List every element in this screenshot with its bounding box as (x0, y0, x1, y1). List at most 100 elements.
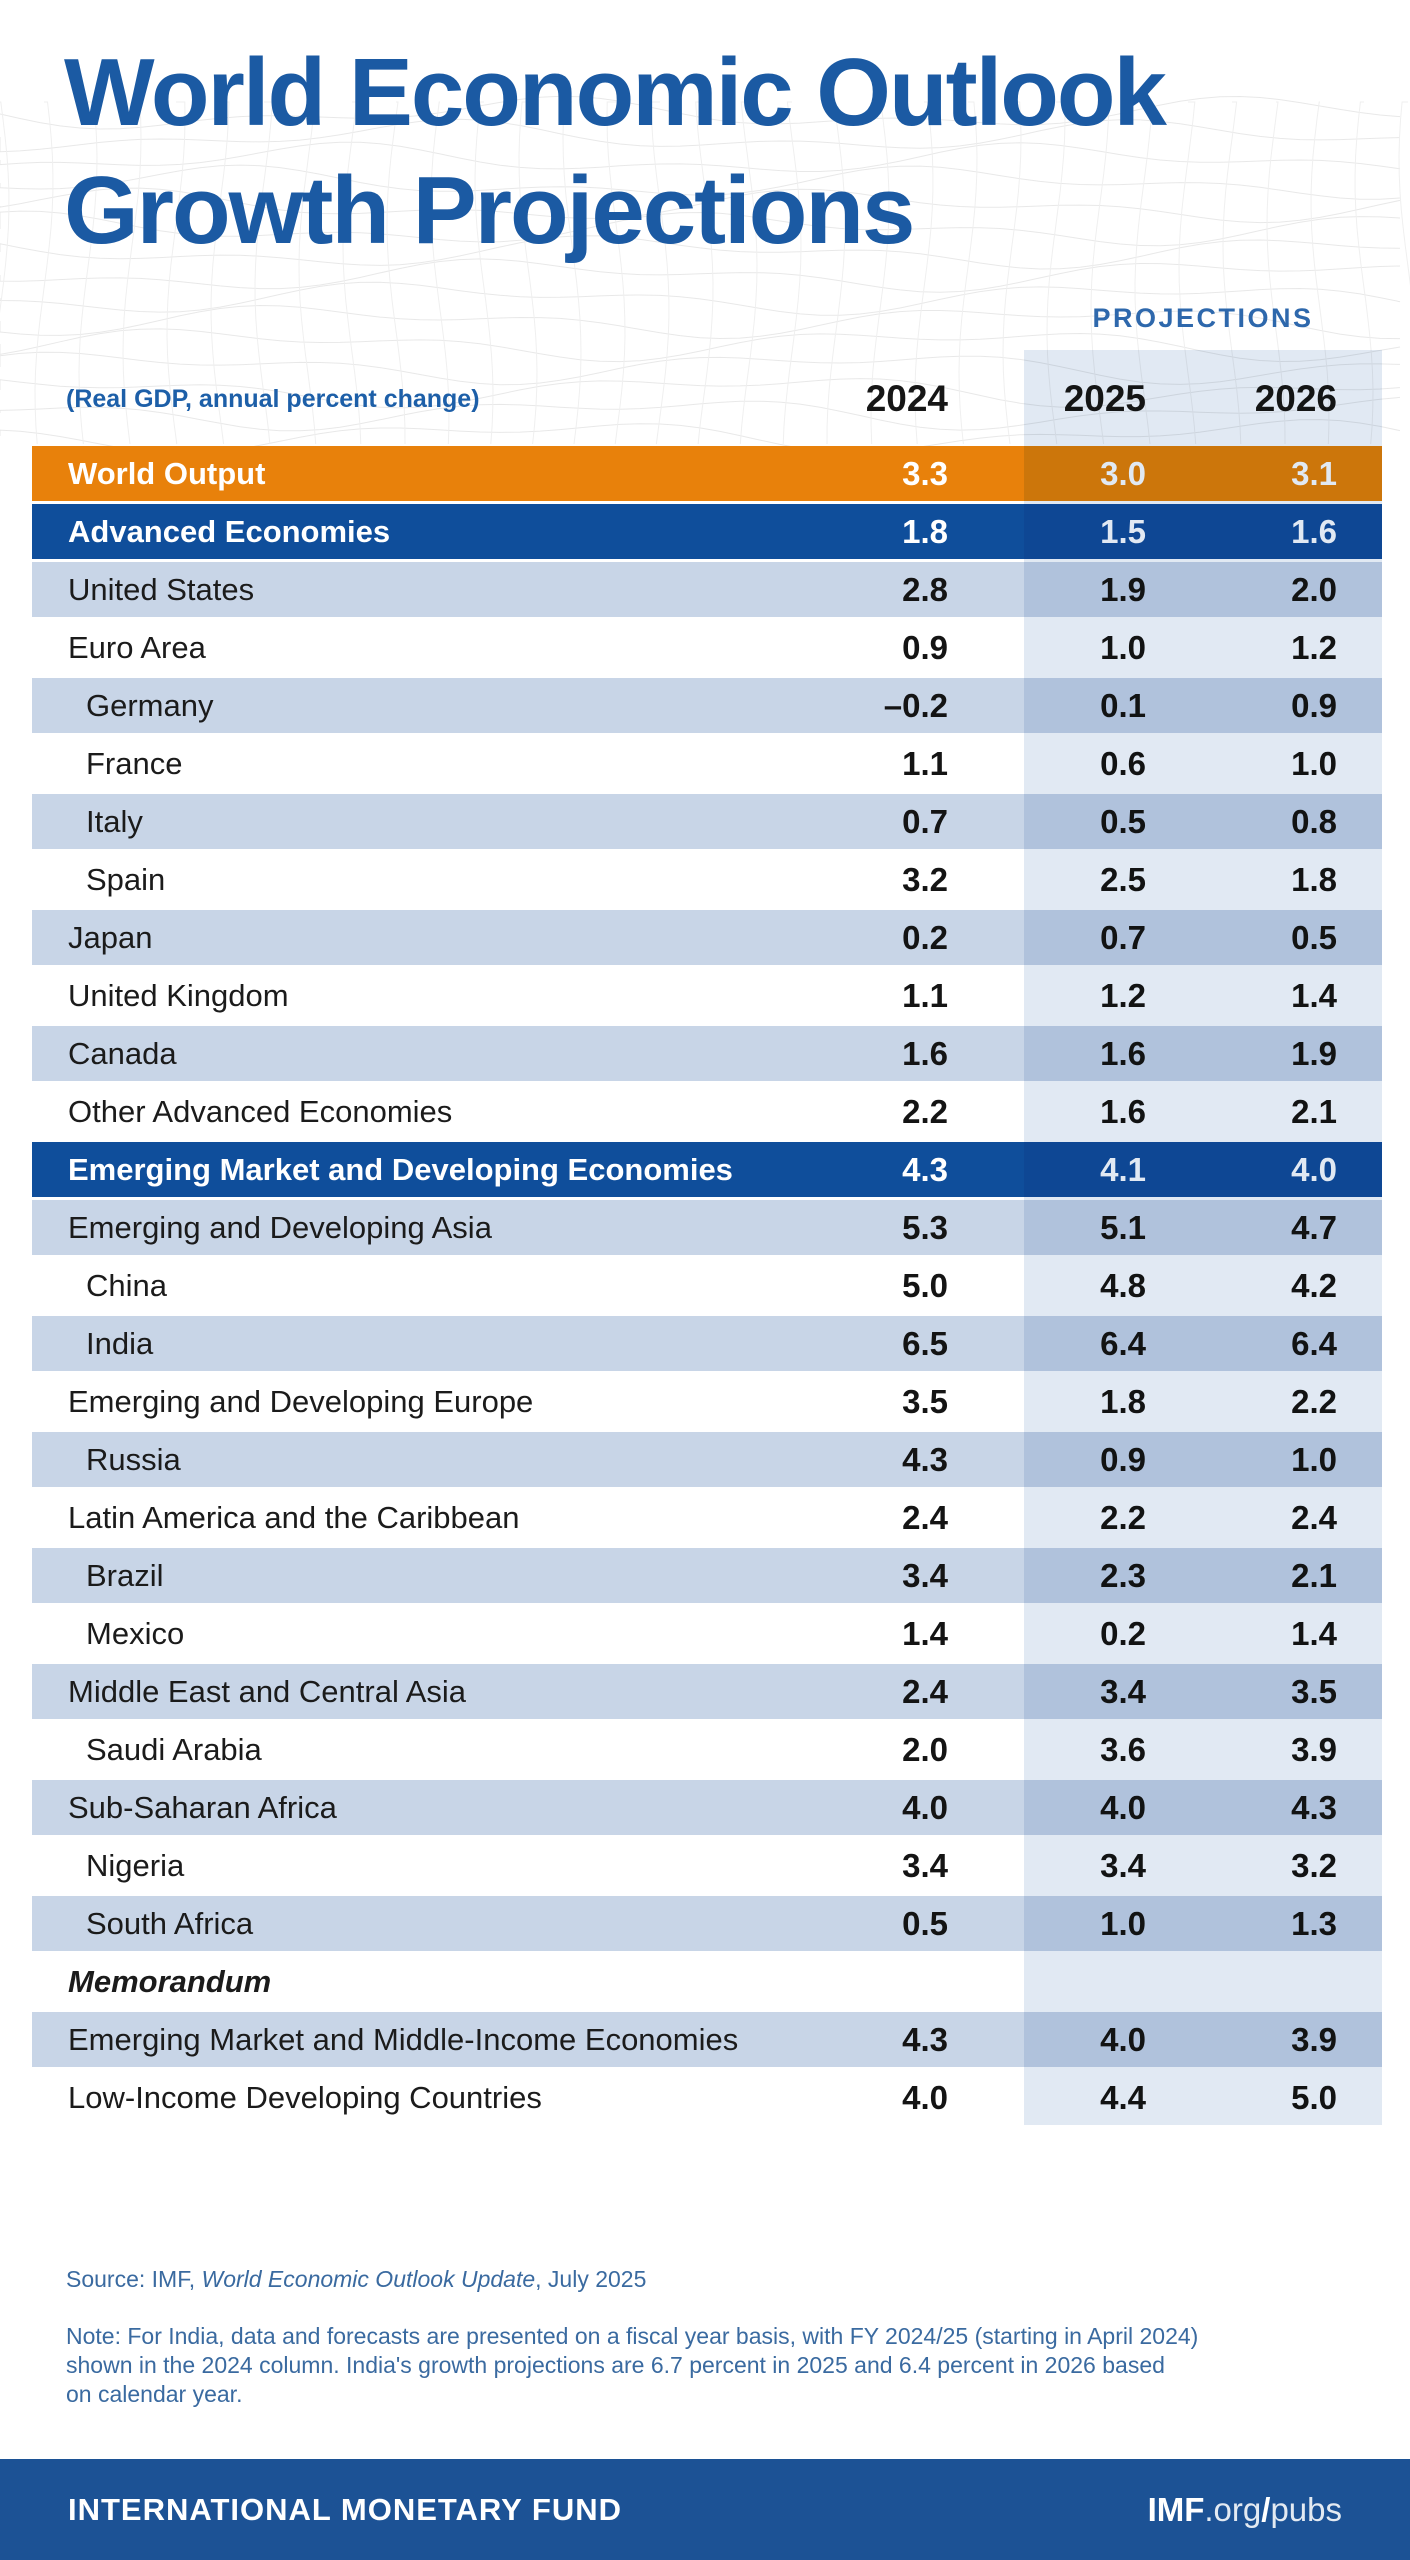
table-row-emerging-market-and-developing-economies: Emerging Market and Developing Economies… (32, 1142, 1382, 1197)
growth-table: World Output 3.3 3.0 3.1 Advanced Econom… (32, 446, 1382, 2128)
table-row-india: India 6.5 6.4 6.4 (32, 1316, 1382, 1371)
footer-url-slash: / (1261, 2490, 1271, 2528)
value-2026: 4.3 (1291, 1788, 1337, 1826)
row-label: Brazil (86, 1557, 164, 1593)
source-suffix: , July 2025 (535, 2266, 647, 2292)
row-label: France (86, 745, 183, 781)
value-2026: 3.2 (1291, 1846, 1337, 1884)
table-row-advanced-economies: Advanced Economies 1.8 1.5 1.6 (32, 504, 1382, 559)
value-2026: 1.0 (1291, 744, 1337, 782)
value-2026: 1.3 (1291, 1904, 1337, 1942)
value-2025: 3.4 (1100, 1846, 1146, 1884)
page-title: World Economic Outlook Growth Projection… (64, 34, 1167, 270)
value-2025: 0.6 (1100, 744, 1146, 782)
value-2025: 1.0 (1100, 628, 1146, 666)
value-2026: 2.1 (1291, 1556, 1337, 1594)
footer-url-org: .org (1204, 2490, 1262, 2528)
value-2026: 3.5 (1291, 1672, 1337, 1710)
value-2024: 4.3 (902, 1150, 948, 1188)
table-row-japan: Japan 0.2 0.7 0.5 (32, 910, 1382, 965)
note-line-1: Note: For India, data and forecasts are … (66, 2323, 1199, 2349)
source-line: Source: IMF, World Economic Outlook Upda… (66, 2266, 646, 2293)
value-2026: 1.9 (1291, 1034, 1337, 1072)
value-2025: 0.7 (1100, 918, 1146, 956)
value-2024: 0.7 (902, 802, 948, 840)
value-2026: 1.0 (1291, 1440, 1337, 1478)
column-header-2024: 2024 (865, 378, 948, 419)
value-2026: 0.8 (1291, 802, 1337, 840)
projections-label: PROJECTIONS (1092, 303, 1314, 333)
value-2026: 6.4 (1291, 1324, 1337, 1362)
table-row-nigeria: Nigeria 3.4 3.4 3.2 (32, 1838, 1382, 1893)
table-row-emerging-and-developing-asia: Emerging and Developing Asia 5.3 5.1 4.7 (32, 1200, 1382, 1255)
row-label: Middle East and Central Asia (68, 1673, 467, 1709)
row-label: Other Advanced Economies (68, 1093, 453, 1129)
row-label: Sub-Saharan Africa (68, 1789, 337, 1825)
footer-bar: INTERNATIONAL MONETARY FUND IMF.org/pubs (0, 2459, 1410, 2560)
table-row-other-advanced-economies: Other Advanced Economies 2.2 1.6 2.1 (32, 1084, 1382, 1139)
table-row-spain: Spain 3.2 2.5 1.8 (32, 852, 1382, 907)
table-row-china: China 5.0 4.8 4.2 (32, 1258, 1382, 1313)
value-2024: 1.8 (902, 512, 948, 550)
value-2024: 2.2 (902, 1092, 948, 1130)
row-label: Emerging and Developing Europe (68, 1383, 534, 1419)
row-label: Canada (68, 1035, 177, 1071)
value-2026: 1.2 (1291, 628, 1337, 666)
value-2025: 4.8 (1100, 1266, 1146, 1304)
table-row-low-income-developing-countries: Low-Income Developing Countries 4.0 4.4 … (32, 2070, 1382, 2125)
value-2025: 1.5 (1100, 512, 1146, 550)
value-2024: 3.4 (902, 1556, 948, 1594)
table-row-south-africa: South Africa 0.5 1.0 1.3 (32, 1896, 1382, 1951)
row-label: Emerging Market and Middle-Income Econom… (68, 2021, 739, 2057)
value-2025: 3.6 (1100, 1730, 1146, 1768)
value-2025: 1.9 (1100, 570, 1146, 608)
row-label: Euro Area (68, 629, 206, 665)
table-row-memorandum: Memorandum (32, 1954, 1382, 2009)
row-label: South Africa (86, 1905, 254, 1941)
value-2026: 3.9 (1291, 2020, 1337, 2058)
note-line-2: shown in the 2024 column. India's growth… (66, 2352, 1165, 2378)
value-2026: 4.0 (1291, 1150, 1337, 1188)
row-label: China (86, 1267, 167, 1303)
value-2025: 4.0 (1100, 1788, 1146, 1826)
value-2024: 1.1 (902, 744, 948, 782)
row-label: United Kingdom (68, 977, 289, 1013)
page-title-line1: World Economic Outlook (64, 39, 1167, 146)
value-2024: –0.2 (883, 686, 948, 724)
value-2025: 0.9 (1100, 1440, 1146, 1478)
value-2024: 3.4 (902, 1846, 948, 1884)
value-2025: 6.4 (1100, 1324, 1146, 1362)
table-row-canada: Canada 1.6 1.6 1.9 (32, 1026, 1382, 1081)
value-2025: 4.1 (1100, 1150, 1146, 1188)
value-2024: 4.3 (902, 1440, 948, 1478)
value-2026: 3.9 (1291, 1730, 1337, 1768)
value-2025: 2.2 (1100, 1498, 1146, 1536)
table-row-sub-saharan-africa: Sub-Saharan Africa 4.0 4.0 4.3 (32, 1780, 1382, 1835)
value-2026: 1.8 (1291, 860, 1337, 898)
column-header-2025: 2025 (1063, 378, 1146, 419)
table-row-russia: Russia 4.3 0.9 1.0 (32, 1432, 1382, 1487)
row-label: Russia (86, 1441, 181, 1477)
value-2026: 1.6 (1291, 512, 1337, 550)
footer-imf-url: IMF.org/pubs (1148, 2491, 1342, 2529)
value-2024: 1.1 (902, 976, 948, 1014)
value-2026: 4.7 (1291, 1208, 1337, 1246)
note-block: Note: For India, data and forecasts are … (66, 2322, 1376, 2409)
value-2024: 2.0 (902, 1730, 948, 1768)
value-2024: 2.4 (902, 1498, 948, 1536)
value-2024: 6.5 (902, 1324, 948, 1362)
unit-subtitle: (Real GDP, annual percent change) (66, 385, 480, 413)
row-label: United States (68, 571, 255, 607)
row-label: Nigeria (86, 1847, 185, 1883)
table-row-latin-america-and-the-caribbean: Latin America and the Caribbean 2.4 2.2 … (32, 1490, 1382, 1545)
value-2024: 3.3 (902, 454, 948, 492)
value-2024: 1.4 (902, 1614, 948, 1652)
value-2024: 5.3 (902, 1208, 948, 1246)
row-label: Latin America and the Caribbean (68, 1499, 520, 1535)
table-row-italy: Italy 0.7 0.5 0.8 (32, 794, 1382, 849)
table-row-united-kingdom: United Kingdom 1.1 1.2 1.4 (32, 968, 1382, 1023)
value-2026: 4.2 (1291, 1266, 1337, 1304)
value-2024: 3.2 (902, 860, 948, 898)
value-2025: 2.3 (1100, 1556, 1146, 1594)
